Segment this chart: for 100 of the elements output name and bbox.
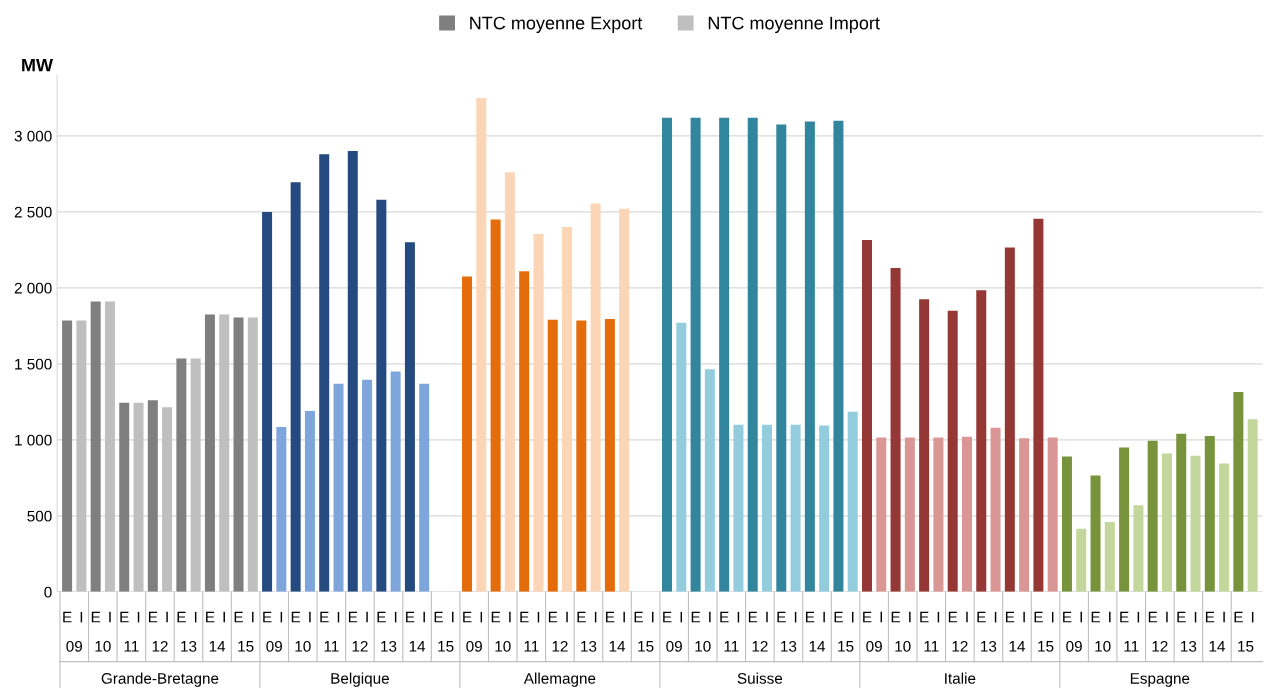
bar [762, 424, 773, 592]
bar [1233, 391, 1244, 592]
x-tick-label: I [480, 611, 483, 623]
bar [1190, 455, 1201, 592]
bar [1061, 456, 1072, 592]
text: 10 [295, 640, 311, 652]
bar [619, 208, 630, 592]
x-tick-label: I [1023, 611, 1025, 623]
x-tick-label: E [1091, 611, 1100, 623]
bar [62, 320, 73, 592]
x-tick-label: I [909, 611, 911, 623]
x-tick-label: E [1234, 611, 1243, 623]
text: 14 [1009, 641, 1026, 652]
x-tick-label: I [1080, 611, 1082, 623]
x-tick-label: I [566, 611, 568, 623]
text: 14 [409, 641, 426, 652]
bar [219, 314, 230, 592]
text: 12 [352, 640, 368, 652]
x-tick-label: I [509, 611, 511, 623]
text: 10 [95, 640, 111, 652]
bar [733, 424, 744, 592]
x-tick-label: E [434, 611, 443, 623]
text: 09 [666, 640, 682, 652]
bar [304, 410, 315, 592]
text: 11 [1124, 641, 1139, 652]
x-tick-label: E [777, 611, 786, 623]
bar [604, 319, 615, 592]
y-tick-label: 1 000 [15, 434, 52, 446]
bar [719, 117, 730, 592]
x-tick-label: E [606, 611, 615, 623]
legend-label: NTC moyenne Export [470, 16, 643, 34]
bar [562, 227, 573, 592]
bar [676, 322, 687, 592]
text: 14 [209, 641, 226, 652]
bar [890, 268, 901, 592]
text: 12 [552, 640, 568, 652]
bar [1219, 463, 1230, 592]
x-tick-label: E [1034, 611, 1043, 623]
x-tick-label: E [634, 611, 643, 623]
x-tick-label: E [748, 611, 758, 623]
x-tick-label: E [920, 611, 929, 623]
x-tick-label: E [520, 611, 529, 623]
x-tick-label: E [977, 611, 986, 623]
x-tick-label: I [880, 611, 882, 623]
text: 10 [495, 640, 511, 652]
bar [590, 203, 601, 592]
bar [1119, 447, 1130, 592]
bar [333, 383, 344, 592]
x-tick-label: I [737, 611, 740, 623]
bar [1247, 419, 1258, 592]
text: Italie [945, 672, 976, 684]
bar [319, 154, 330, 592]
bar [1047, 437, 1058, 592]
bar [704, 369, 715, 592]
bar [990, 427, 1001, 592]
bar [533, 233, 544, 592]
x-tick-label: E [891, 611, 900, 623]
text: 15 [438, 641, 454, 652]
x-tick-label: E [263, 611, 272, 623]
x-tick-label: I [823, 611, 825, 623]
bar [1161, 453, 1172, 592]
y-tick-label: 2 500 [14, 206, 52, 218]
text: 10 [695, 640, 711, 652]
text: 14 [1209, 641, 1225, 652]
bar [1176, 433, 1187, 592]
x-tick-label: E [1148, 611, 1158, 623]
x-tick-label: I [109, 611, 111, 623]
x-tick-label: E [1205, 611, 1215, 623]
bar [1076, 528, 1087, 592]
legend-label: NTC moyenne Import [708, 16, 880, 34]
bar [1090, 475, 1101, 592]
x-tick-label: E [177, 611, 186, 623]
bar [1004, 247, 1015, 592]
x-tick-label: E [291, 611, 301, 623]
x-tick-label: E [1005, 611, 1015, 623]
x-tick-label: E [463, 611, 472, 623]
x-tick-label: E [491, 611, 501, 623]
x-tick-label: I [280, 611, 283, 623]
x-tick-label: E [948, 611, 958, 623]
text: 12 [752, 640, 768, 652]
x-tick-label: I [452, 611, 454, 623]
bar [462, 276, 473, 592]
bar [247, 317, 258, 592]
bar [819, 425, 830, 592]
bar [904, 437, 915, 592]
text: 10 [895, 640, 911, 652]
x-tick-label: I [937, 611, 940, 623]
bar [519, 271, 530, 592]
x-tick-label: E [806, 611, 815, 623]
text: 11 [124, 641, 139, 652]
text: Espagne [1130, 673, 1190, 687]
text: 14 [809, 641, 826, 652]
bar [347, 151, 358, 592]
bar [504, 172, 515, 592]
x-tick-label: E [348, 611, 358, 623]
x-tick-label: E [663, 611, 672, 623]
bar [1019, 438, 1030, 592]
text: 13 [781, 640, 797, 652]
x-tick-label: E [91, 611, 101, 623]
bar [847, 411, 858, 592]
